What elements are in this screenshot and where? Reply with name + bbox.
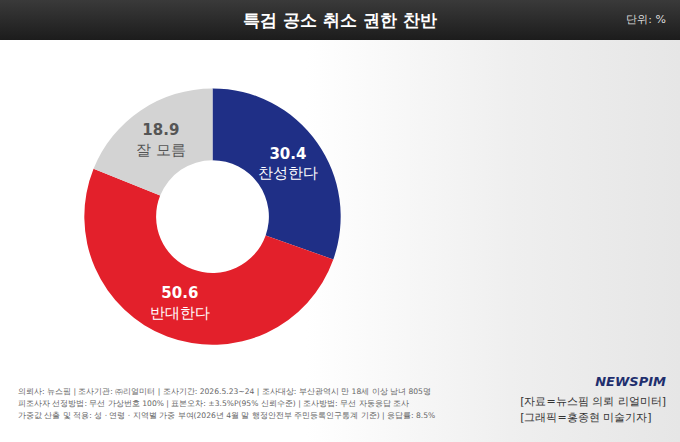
svg-text:18.9잘 모름: 18.9잘 모름 (136, 121, 186, 159)
html-text:가중값 산출 및 적용: 성 · 연령 · 지역별 가중 부: 가중값 산출 및 적용: 성 · 연령 · 지역별 가중 부여(2026년 4월… (18, 411, 436, 420)
html-text:단위: %: 단위: % (626, 13, 666, 26)
html-text:의뢰사: 뉴스핌 | 조사기관: ㈜리얼미터 | 조사기간:: 의뢰사: 뉴스핌 | 조사기관: ㈜리얼미터 | 조사기간: 2026.5.23… (18, 387, 431, 396)
svg-text:50.6반대한다: 50.6반대한다 (150, 284, 210, 322)
html-text:[자료=뉴스핌 의뢰 리얼미터]: [자료=뉴스핌 의뢰 리얼미터] (520, 395, 666, 408)
html-text:특검 공소 취소 권한 찬반: 특검 공소 취소 권한 찬반 (243, 10, 437, 30)
html-text:NEWSPIM: NEWSPIM (595, 374, 666, 389)
svg-text:30.4찬성한다: 30.4찬성한다 (258, 145, 318, 183)
html-text:[그래픽=홍종현 미술기자]: [그래픽=홍종현 미술기자] (520, 411, 652, 424)
html-text:피조사자 선정방법: 무선 가상번호 100% | 표본오차: 피조사자 선정방법: 무선 가상번호 100% | 표본오차: ±3.5%P(9… (18, 399, 409, 408)
